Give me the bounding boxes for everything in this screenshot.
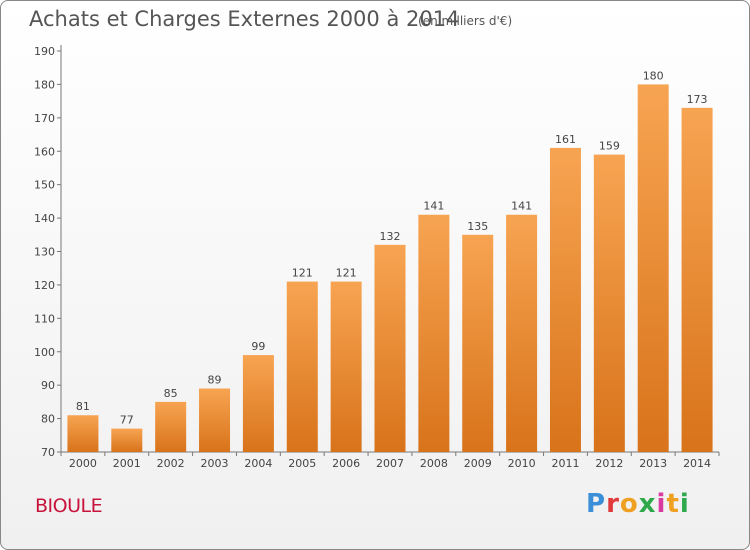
bar-value-label: 85 [164, 387, 178, 400]
bar-2003 [199, 388, 231, 452]
bar-2008 [418, 214, 450, 452]
bar-2013 [637, 84, 669, 453]
y-tick-label: 150 [34, 179, 55, 192]
bar-value-label: 141 [511, 200, 532, 213]
bar-2007 [374, 244, 406, 452]
bar-2006 [330, 281, 362, 452]
bar-value-label: 161 [555, 133, 576, 146]
x-tick-label: 2010 [508, 457, 536, 470]
y-tick-label: 120 [34, 279, 55, 292]
bar-2012 [593, 154, 625, 452]
x-tick-label: 2014 [683, 457, 711, 470]
y-tick-label: 90 [41, 379, 55, 392]
y-tick-label: 80 [41, 413, 55, 426]
bar-value-label: 121 [336, 267, 357, 280]
commune-name: BIOULE [35, 495, 103, 517]
bar-value-label: 99 [251, 340, 265, 353]
bar-value-label: 89 [208, 374, 222, 387]
chart-title: Achats et Charges Externes 2000 à 2014 [29, 7, 460, 31]
bar-2009 [462, 234, 494, 452]
bar-value-label: 180 [643, 69, 664, 82]
bar-value-label: 77 [120, 414, 134, 427]
x-tick-label: 2007 [376, 457, 404, 470]
bar-value-label: 132 [380, 230, 401, 243]
bar-value-label: 135 [467, 220, 488, 233]
x-tick-label: 2009 [464, 457, 492, 470]
bar-2002 [155, 401, 187, 452]
bar-2010 [506, 214, 538, 452]
bar-2005 [286, 281, 318, 452]
x-tick-label: 2011 [551, 457, 579, 470]
bar-2004 [242, 355, 274, 452]
bar-2011 [549, 147, 581, 453]
x-tick-label: 2004 [244, 457, 272, 470]
proxiti-logo: Proxiti [586, 489, 690, 519]
y-tick-label: 100 [34, 346, 55, 359]
bar-value-label: 173 [687, 93, 708, 106]
y-tick-label: 180 [34, 78, 55, 91]
bar-value-label: 159 [599, 140, 620, 153]
x-tick-label: 2012 [595, 457, 623, 470]
y-tick-label: 70 [41, 446, 55, 459]
bar-value-label: 81 [76, 400, 90, 413]
chart-unit: (en milliers d'€) [418, 14, 513, 28]
x-tick-label: 2013 [639, 457, 667, 470]
y-tick-label: 170 [34, 112, 55, 125]
x-tick-label: 2000 [69, 457, 97, 470]
x-tick-label: 2006 [332, 457, 360, 470]
y-tick-label: 190 [34, 45, 55, 58]
bar-2001 [111, 428, 143, 452]
y-tick-label: 160 [34, 145, 55, 158]
x-tick-label: 2008 [420, 457, 448, 470]
x-tick-label: 2005 [288, 457, 316, 470]
bar-value-label: 121 [292, 267, 313, 280]
x-tick-label: 2001 [113, 457, 141, 470]
y-tick-label: 110 [34, 312, 55, 325]
x-tick-label: 2003 [201, 457, 229, 470]
y-tick-label: 130 [34, 246, 55, 259]
y-tick-label: 140 [34, 212, 55, 225]
bar-2014 [681, 107, 713, 452]
bar-value-label: 141 [423, 200, 444, 213]
bar-2000 [67, 415, 99, 452]
x-tick-label: 2002 [157, 457, 185, 470]
